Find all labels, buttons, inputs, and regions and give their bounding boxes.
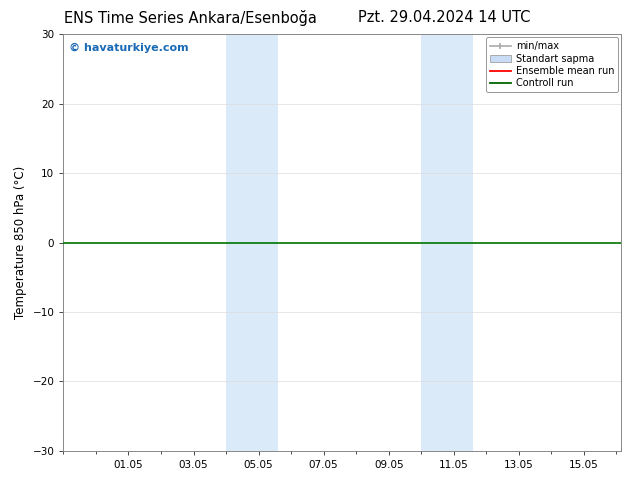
Bar (421, 34, 474, 451)
Legend: min/max, Standart sapma, Ensemble mean run, Controll run: min/max, Standart sapma, Ensemble mean r… (486, 37, 618, 92)
Text: Pzt. 29.04.2024 14 UTC: Pzt. 29.04.2024 14 UTC (358, 10, 530, 25)
Bar (226, 34, 278, 451)
Y-axis label: Temperature 850 hPa (°C): Temperature 850 hPa (°C) (14, 166, 27, 319)
Text: ENS Time Series Ankara/Esenboğa: ENS Time Series Ankara/Esenboğa (64, 10, 316, 26)
Text: © havaturkiye.com: © havaturkiye.com (69, 43, 188, 53)
